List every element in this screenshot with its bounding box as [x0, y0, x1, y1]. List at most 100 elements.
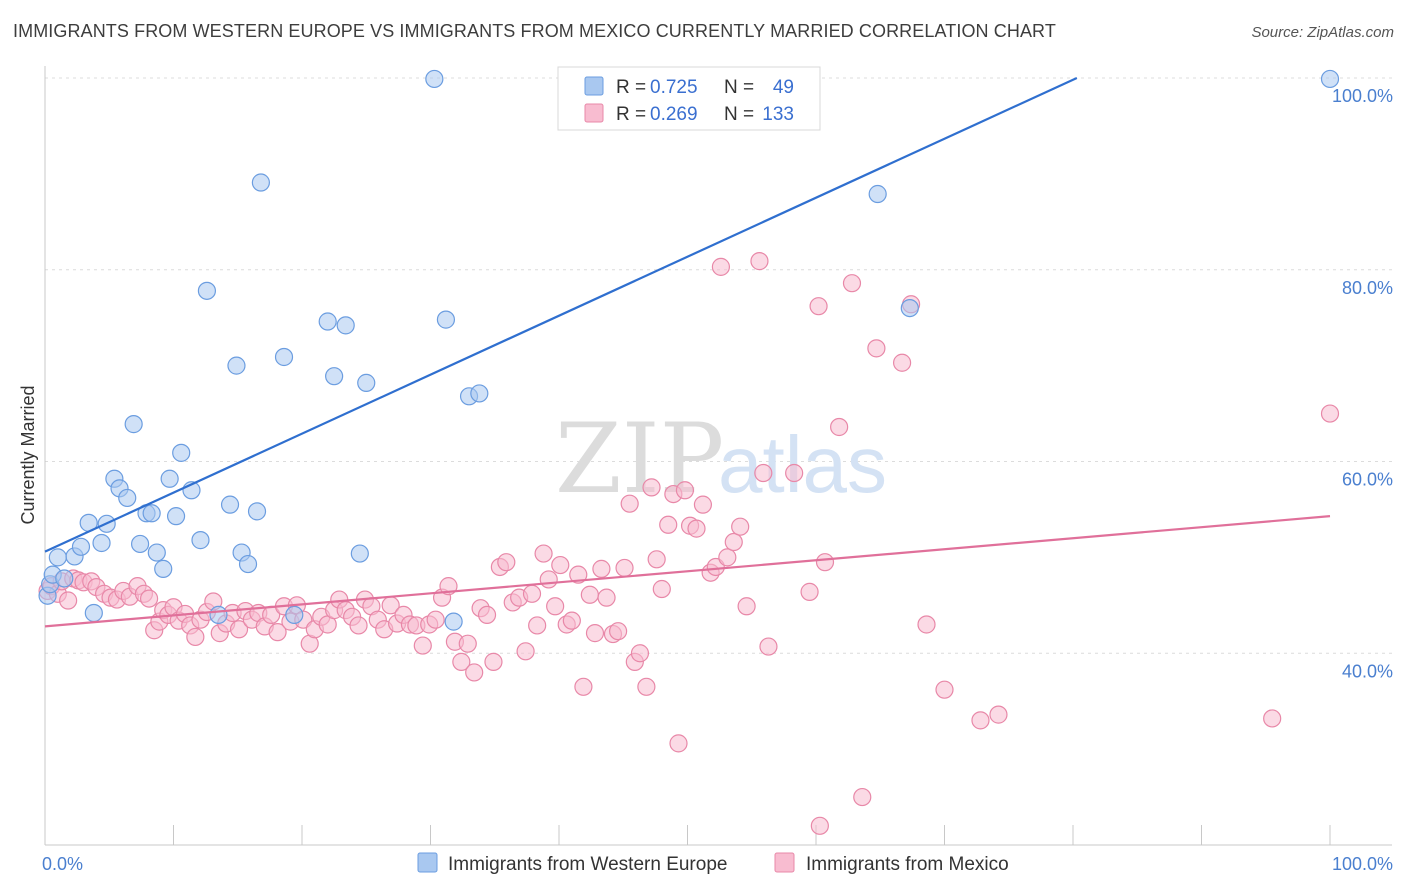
western-europe-point	[130, 534, 150, 554]
legend-n-value: 49	[773, 77, 794, 98]
mexico-point	[718, 548, 737, 567]
western-europe-point	[84, 603, 103, 623]
mexico-point	[711, 257, 731, 276]
western-europe-point	[209, 605, 228, 625]
mexico-point	[669, 734, 688, 753]
chart-title: IMMIGRANTS FROM WESTERN EUROPE VS IMMIGR…	[13, 21, 1056, 41]
x-tick-label: 0.0%	[42, 854, 83, 874]
western-europe-point	[425, 69, 444, 89]
mexico-point	[647, 550, 666, 569]
mexico-point	[935, 680, 954, 699]
western-europe-point	[470, 384, 489, 403]
mexico-point	[687, 519, 706, 538]
mexico-point	[642, 478, 661, 497]
mexico-point	[785, 463, 804, 483]
x-tick-labels: 0.0% 100.0%	[42, 854, 1393, 874]
mexico-point	[516, 642, 535, 661]
western-europe-point	[124, 415, 143, 434]
western-europe-point	[92, 533, 111, 553]
western-europe-point	[350, 544, 369, 563]
mexico-point	[637, 677, 656, 696]
western-europe-point	[227, 356, 246, 375]
western-europe-point	[900, 299, 919, 318]
watermark: ZIP atlas	[555, 403, 887, 515]
western-europe-point	[1320, 69, 1340, 89]
mexico-point	[830, 417, 849, 437]
mexico-point	[971, 711, 990, 730]
mexico-point	[597, 588, 616, 607]
western-europe-point	[318, 312, 337, 331]
western-europe-point	[172, 443, 191, 462]
legend-n-label: N =	[724, 77, 754, 98]
mexico-point	[592, 559, 611, 578]
mexico-point	[1263, 709, 1282, 728]
western-europe-point	[55, 569, 74, 588]
y-tick-label: 100.0%	[1332, 86, 1393, 106]
data-points	[38, 69, 1340, 835]
bottom-legend-swatch	[417, 852, 438, 873]
bottom-legend: Immigrants from Western Europe Immigrants…	[417, 852, 1009, 875]
legend-r-value: 0.269	[650, 104, 698, 125]
legend-swatch	[584, 103, 604, 123]
mexico-point	[465, 663, 484, 682]
mexico-point	[59, 591, 78, 610]
western-europe-point	[220, 495, 240, 514]
legend-r-label: R =	[616, 104, 646, 125]
mexico-point	[186, 627, 205, 647]
mexico-point	[892, 353, 912, 372]
mexico-point	[585, 624, 605, 643]
mexico-point	[477, 605, 497, 625]
x-tick-label: 100.0%	[1332, 854, 1393, 874]
mexico-point	[675, 481, 695, 500]
western-europe-point	[197, 281, 217, 300]
mexico-point	[574, 677, 593, 696]
western-europe-point	[251, 173, 270, 192]
y-tick-labels: 100.0% 80.0% 60.0% 40.0%	[1332, 86, 1393, 681]
mexico-point	[652, 579, 671, 599]
legend-r-value: 0.725	[650, 77, 698, 98]
y-tick-label: 60.0%	[1342, 470, 1393, 490]
western-europe-point	[191, 531, 210, 550]
western-europe-point	[48, 548, 67, 567]
mexico-point	[724, 532, 743, 552]
mexico-point	[737, 597, 756, 616]
mexico-point	[917, 615, 936, 634]
mexico-point	[989, 705, 1008, 724]
mexico-point	[867, 339, 886, 358]
western-europe-point	[247, 502, 267, 521]
mexico-point	[413, 636, 432, 655]
mexico-point	[452, 652, 471, 671]
mexico-point	[853, 787, 872, 807]
western-europe-point	[336, 316, 355, 335]
western-europe-point	[71, 537, 91, 556]
western-europe-point	[274, 347, 294, 367]
trend-lines	[44, 77, 1331, 628]
mexico-point	[1320, 404, 1340, 423]
bottom-legend-label: Immigrants from Mexico	[806, 854, 1009, 875]
legend: R = 0.725 N = 49 R = 0.269 N = 133	[557, 66, 821, 131]
western-europe-point	[238, 554, 258, 574]
western-europe-point	[147, 543, 166, 562]
western-europe-point	[357, 373, 376, 392]
western-europe-point	[154, 559, 173, 578]
mexico-point	[497, 553, 516, 572]
bottom-legend-swatch	[774, 852, 795, 873]
axes	[44, 66, 1392, 846]
mexico-point	[528, 616, 547, 635]
western-europe-trend-line	[44, 77, 1078, 553]
western-europe-point	[160, 469, 179, 488]
western-europe-point	[868, 184, 887, 204]
mexico-point	[458, 634, 477, 653]
mexico-point	[810, 816, 829, 835]
mexico-point	[815, 553, 835, 572]
mexico-point	[609, 622, 628, 641]
mexico-point	[580, 585, 599, 604]
y-tick-label: 80.0%	[1342, 278, 1393, 298]
western-europe-point	[444, 612, 463, 631]
y-axis-title: Currently Married	[18, 385, 38, 524]
watermark-atlas: atlas	[718, 420, 887, 509]
mexico-point	[522, 584, 542, 603]
mexico-point	[754, 463, 773, 483]
mexico-point	[659, 515, 678, 534]
